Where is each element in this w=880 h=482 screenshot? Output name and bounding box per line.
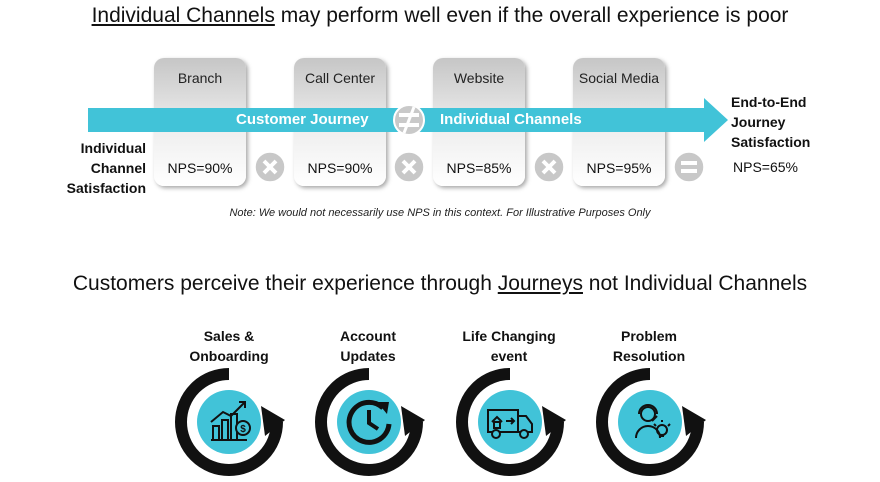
channel-name: Branch [177, 70, 223, 86]
end-to-end-satisfaction-label: End-to-End Journey Satisfaction [731, 92, 810, 152]
title-top-rest: may perform well even if the overall exp… [274, 4, 789, 27]
journey-label-line: Life Changing [462, 328, 556, 344]
end-to-end-nps: NPS=65% [733, 159, 798, 175]
journey-label-line: Account [340, 328, 396, 344]
channel-nps: NPS=85% [446, 160, 512, 176]
equals-icon [673, 151, 705, 183]
multiply-icon [254, 151, 286, 183]
channel-name: Website [453, 70, 505, 86]
customer-journey-label: Customer Journey [236, 111, 369, 128]
journey-label-line: event [490, 348, 528, 364]
multiply-icon [533, 151, 565, 183]
multiply-icon [393, 151, 425, 183]
journey-arrow [88, 98, 728, 142]
channel-name: Social Media [578, 70, 660, 86]
page-title-top: Individual Channels may perform well eve… [0, 4, 880, 28]
individual-channel-satisfaction-label: Individual Channel Satisfaction [44, 138, 146, 198]
journey-label-line: Sales & [203, 328, 255, 344]
journey-label-life-changing-event: Life Changing event [439, 326, 579, 366]
channel-nps: NPS=90% [307, 160, 373, 176]
journey-label-line: Resolution [612, 348, 686, 364]
left-label-line: Satisfaction [66, 180, 146, 196]
journey-label-line: Onboarding [189, 348, 269, 364]
right-label-line: Journey [731, 114, 786, 130]
journey-label-sales-onboarding: Sales & Onboarding [159, 326, 299, 366]
right-label-line: Satisfaction [731, 134, 811, 150]
channel-nps: NPS=95% [586, 160, 652, 176]
title-top-underlined: Individual Channels [91, 4, 275, 27]
illustrative-note: Note: We would not necessarily use NPS i… [229, 207, 651, 219]
growth-chart-icon: $ [175, 368, 285, 476]
clock-refresh-icon [315, 368, 425, 476]
title-bottom-after: not Individual Channels [582, 272, 808, 295]
left-label-line: Channel [90, 160, 146, 176]
journey-label-problem-resolution: Problem Resolution [579, 326, 719, 366]
support-agent-icon [596, 368, 706, 476]
not-equal-icon [393, 104, 425, 136]
right-label-line: End-to-End [731, 94, 807, 110]
journey-label-line: Problem [620, 328, 677, 344]
title-bottom-before: Customers perceive their experience thro… [72, 272, 498, 295]
channel-name: Call Center [304, 70, 376, 86]
svg-text:$: $ [240, 424, 246, 435]
journey-label-line: Updates [340, 348, 396, 364]
moving-truck-icon [456, 368, 566, 476]
journey-label-account-updates: Account Updates [298, 326, 438, 366]
page-title-bottom: Customers perceive their experience thro… [0, 272, 880, 296]
title-bottom-underlined: Journeys [497, 272, 583, 295]
channel-nps: NPS=90% [167, 160, 233, 176]
individual-channels-label: Individual Channels [440, 111, 582, 128]
left-label-line: Individual [80, 140, 146, 156]
